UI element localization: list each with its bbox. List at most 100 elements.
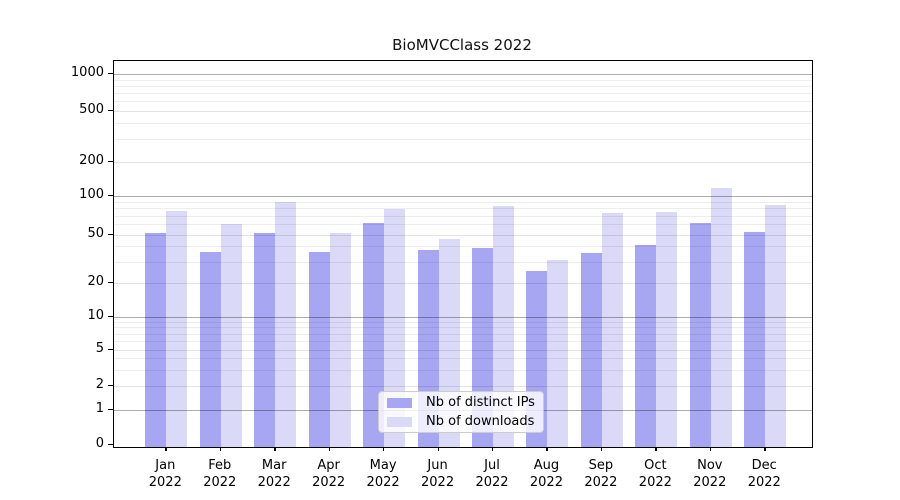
bar-distinct-ips <box>254 233 276 447</box>
y-tick-label: 500 <box>79 101 104 117</box>
y-tick-mark <box>108 233 113 235</box>
y-tick-label: 100 <box>79 187 104 202</box>
gridline <box>114 246 812 248</box>
gridline <box>114 327 812 329</box>
y-tick-label: 2 <box>95 376 104 392</box>
y-tick-mark <box>108 282 113 284</box>
y-tick-mark <box>108 348 113 350</box>
bar-distinct-ips <box>689 222 711 447</box>
gridline <box>114 234 812 236</box>
bar-distinct-ips <box>744 232 766 447</box>
y-tick-mark <box>108 73 113 75</box>
x-tick-mark <box>219 447 222 451</box>
y-tick-label: 50 <box>87 225 104 241</box>
x-tick-label: Jun 2022 <box>421 458 455 490</box>
gridline <box>114 74 812 75</box>
gridline <box>114 161 812 163</box>
gridline <box>114 85 812 87</box>
gridline <box>114 321 812 323</box>
gridline <box>114 138 812 140</box>
x-tick-label: Feb 2022 <box>203 458 237 490</box>
gridline <box>114 201 812 203</box>
bar-distinct-ips <box>199 251 221 447</box>
bar-downloads <box>329 233 351 447</box>
x-tick-label: Sep 2022 <box>584 458 618 490</box>
legend-label: Nb of distinct IPs <box>426 395 535 410</box>
gridline <box>114 261 812 263</box>
x-tick-label: Aug 2022 <box>529 458 563 490</box>
gridline <box>114 369 812 371</box>
gridline <box>114 122 812 124</box>
y-tick-label: 1000 <box>70 65 104 80</box>
gridline <box>114 215 812 217</box>
y-tick-label: 20 <box>87 274 104 289</box>
bar-distinct-ips <box>580 253 602 447</box>
x-tick-mark <box>546 447 548 451</box>
x-tick-mark <box>328 447 331 451</box>
legend-item-distinct-ips: Nb of distinct IPs <box>379 395 543 410</box>
x-tick-label: Dec 2022 <box>747 458 781 490</box>
x-tick-mark <box>492 447 494 451</box>
plot-area <box>113 60 813 448</box>
gridline <box>114 79 812 81</box>
x-tick-label: Mar 2022 <box>257 458 291 490</box>
x-tick-label: May 2022 <box>366 458 400 490</box>
bar-downloads <box>601 212 623 447</box>
bar-downloads <box>656 211 678 447</box>
downloads-swatch <box>387 416 412 427</box>
gridline <box>114 196 812 197</box>
x-tick-mark <box>274 447 276 451</box>
bar-downloads <box>220 224 242 447</box>
legend: Nb of distinct IPs Nb of downloads <box>378 391 544 433</box>
x-tick-mark <box>437 447 439 451</box>
y-tick-mark <box>108 160 113 162</box>
bar-downloads <box>547 259 569 447</box>
gridline <box>114 358 812 360</box>
gridline <box>114 208 812 210</box>
legend-item-downloads: Nb of downloads <box>379 414 543 429</box>
y-tick-mark <box>108 109 113 111</box>
y-tick-label: 10 <box>87 308 104 323</box>
gridline <box>114 283 812 284</box>
y-tick-label: 0 <box>95 436 104 451</box>
x-tick-mark <box>709 447 712 451</box>
bar-distinct-ips <box>145 233 167 447</box>
bar-distinct-ips <box>363 222 385 447</box>
gridline <box>114 100 812 102</box>
y-tick-label: 200 <box>79 152 104 168</box>
y-tick-label: 1 <box>95 400 104 416</box>
y-tick-mark <box>108 408 113 410</box>
x-tick-mark <box>764 447 766 451</box>
legend-label: Nb of downloads <box>426 414 535 429</box>
x-tick-label: Oct 2022 <box>638 458 672 490</box>
bar-downloads <box>493 205 514 447</box>
x-tick-mark <box>383 447 385 451</box>
bar-downloads <box>275 201 297 447</box>
x-tick-mark <box>165 447 167 451</box>
x-tick-label: Nov 2022 <box>693 458 727 490</box>
x-tick-label: Jul 2022 <box>475 458 509 490</box>
gridline <box>114 92 812 94</box>
y-tick-label: 5 <box>95 340 104 356</box>
gridline <box>114 385 812 387</box>
gridline <box>114 333 812 335</box>
chart-title: BioMVCClass 2022 <box>392 36 532 54</box>
distinct-ips-swatch <box>387 397 412 408</box>
y-tick-mark <box>108 444 113 446</box>
x-tick-label: Apr 2022 <box>312 458 346 490</box>
x-tick-mark <box>600 447 603 451</box>
bar-downloads <box>765 205 787 447</box>
gridline <box>114 349 812 351</box>
bar-downloads <box>166 211 188 447</box>
gridline <box>114 317 812 318</box>
y-tick-mark <box>108 384 113 386</box>
gridline <box>114 224 812 226</box>
gridline <box>114 340 812 342</box>
bar-distinct-ips <box>308 251 330 447</box>
gridline <box>114 110 812 112</box>
bar-downloads <box>384 209 406 447</box>
bar-distinct-ips <box>635 245 657 447</box>
x-tick-mark <box>655 447 657 451</box>
x-tick-label: Jan 2022 <box>148 458 182 490</box>
